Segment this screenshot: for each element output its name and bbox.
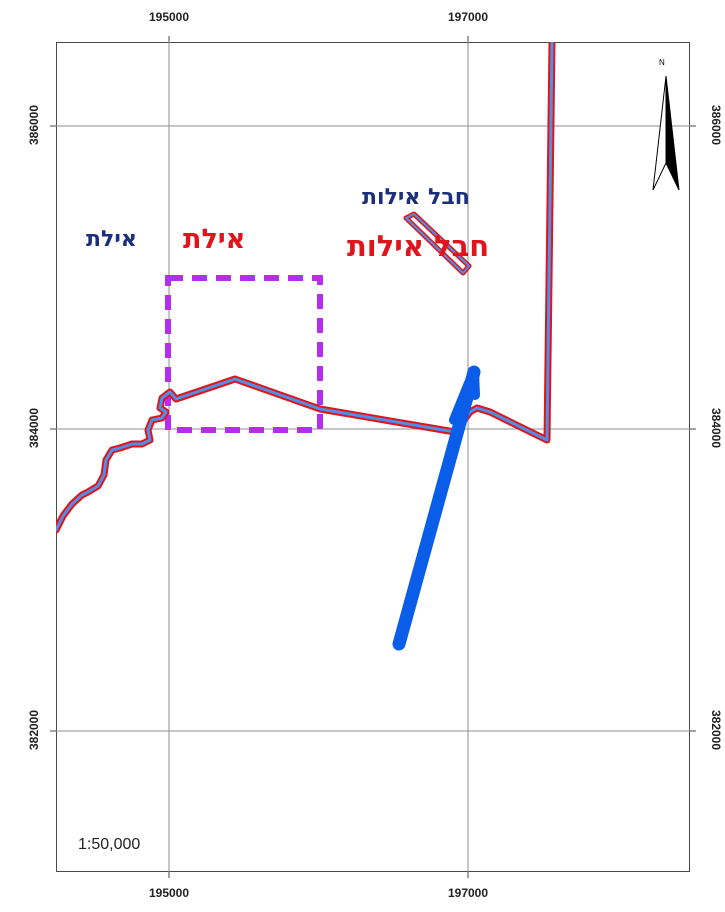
route-line[interactable]	[392, 365, 481, 651]
x-label-top-197000: 197000	[447, 10, 489, 24]
y-label-right-384000: 384000	[709, 407, 723, 449]
dashed-plan-area[interactable]	[165, 275, 323, 433]
y-label-right-386000: 386000	[709, 104, 723, 146]
label-eilat-blue: אילת	[86, 227, 137, 252]
frame-ticks	[50, 36, 696, 878]
y-label-right-382000: 382000	[709, 709, 723, 751]
north-label: N	[659, 58, 665, 67]
y-label-left-382000: 382000	[27, 709, 41, 751]
label-hevel-eilot-red: חבל אילות	[347, 229, 490, 263]
map-frame	[56, 42, 690, 872]
y-label-left-386000: 386000	[27, 104, 41, 146]
north-arrow-icon	[652, 75, 680, 191]
label-hevel-eilot-blue: חבל אילות	[362, 185, 470, 210]
hevel-eilot-parcel[interactable]	[403, 211, 472, 276]
y-label-left-384000: 384000	[27, 407, 41, 449]
label-eilat-red: אילת	[183, 224, 246, 255]
scale-label: 1:50,000	[78, 836, 141, 853]
municipal-boundary[interactable]	[56, 42, 556, 534]
x-label-bottom-195000: 195000	[148, 886, 190, 900]
x-label-bottom-197000: 197000	[447, 886, 489, 900]
x-label-top-195000: 195000	[148, 10, 190, 24]
